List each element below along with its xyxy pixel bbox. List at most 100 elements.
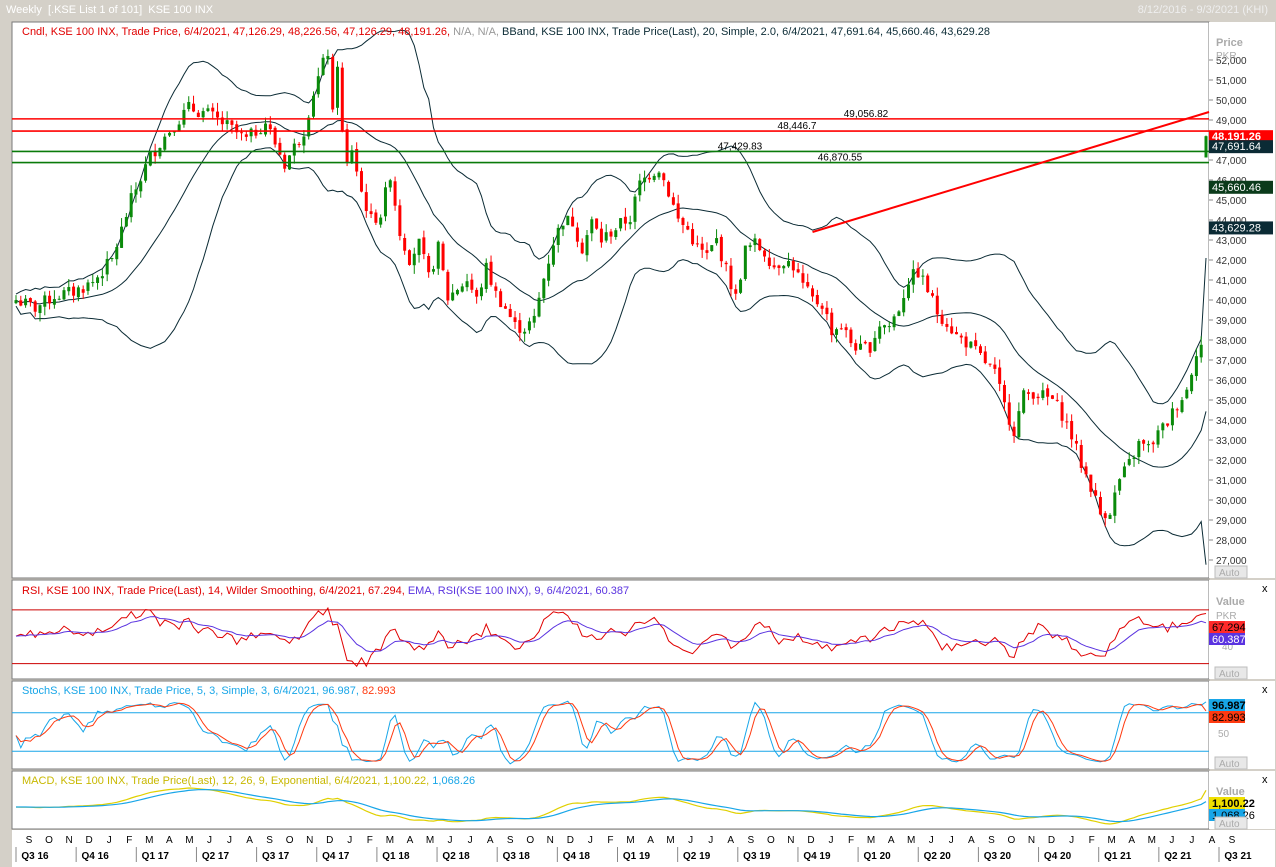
price-auto-button[interactable] bbox=[1214, 565, 1248, 579]
candle bbox=[1007, 394, 1011, 431]
candle-body bbox=[436, 241, 440, 269]
candle-body bbox=[1089, 474, 1093, 492]
candle-body bbox=[259, 133, 263, 135]
month-label: D bbox=[1048, 835, 1055, 846]
candle bbox=[892, 314, 896, 331]
candle bbox=[710, 245, 714, 252]
candle bbox=[743, 245, 747, 281]
stoch-auto-button[interactable] bbox=[1214, 756, 1248, 770]
macd-auto-button[interactable] bbox=[1214, 816, 1248, 830]
month-label: A bbox=[1128, 835, 1135, 846]
price-tick-label: 45,000 bbox=[1216, 196, 1247, 207]
candle bbox=[633, 193, 637, 230]
stoch-panel[interactable] bbox=[11, 680, 1210, 770]
candle-body bbox=[1065, 421, 1069, 423]
price-legend: Cndl, KSE 100 INX, Trade Price, 6/4/2021… bbox=[22, 26, 990, 38]
candle bbox=[1113, 485, 1117, 524]
candle bbox=[379, 214, 383, 228]
price-tick-label: 32,000 bbox=[1216, 456, 1247, 467]
candle bbox=[585, 229, 589, 262]
candle-body bbox=[407, 250, 411, 265]
hline-label: 48,446.7 bbox=[778, 121, 817, 132]
candle bbox=[916, 262, 920, 278]
candle bbox=[1065, 413, 1069, 429]
candle bbox=[479, 283, 483, 301]
stoch-close-icon[interactable]: x bbox=[1262, 684, 1268, 696]
candle-body bbox=[105, 258, 109, 275]
candle-body bbox=[887, 326, 891, 328]
candle-body bbox=[796, 269, 800, 273]
month-label: M bbox=[426, 835, 434, 846]
month-label: J bbox=[347, 835, 352, 846]
stoch-axis[interactable] bbox=[1209, 681, 1275, 769]
candle bbox=[1089, 474, 1093, 498]
rsi-legend-b: EMA, RSI(KSE 100 INX), 9, 6/4/2021, 60.3… bbox=[405, 585, 629, 597]
candle bbox=[523, 328, 527, 342]
candle-body bbox=[187, 101, 191, 110]
month-label: N bbox=[306, 835, 313, 846]
candle bbox=[801, 264, 805, 289]
rsi-series bbox=[12, 606, 1209, 668]
candle bbox=[748, 242, 752, 251]
candle-body bbox=[364, 192, 368, 212]
candle-body bbox=[974, 340, 978, 347]
candle-body bbox=[350, 150, 354, 163]
candle bbox=[216, 102, 220, 126]
candle bbox=[249, 127, 253, 143]
rsi-auto-button[interactable] bbox=[1214, 666, 1248, 680]
candle-body bbox=[451, 292, 455, 301]
candle bbox=[729, 258, 733, 297]
candle-body bbox=[1036, 396, 1040, 399]
candle-body bbox=[297, 143, 301, 145]
candle bbox=[489, 255, 493, 287]
month-label: M bbox=[145, 835, 153, 846]
candle bbox=[983, 345, 987, 365]
macd-panel[interactable] bbox=[11, 770, 1210, 830]
candle-body bbox=[743, 245, 747, 279]
month-label: M bbox=[1108, 835, 1116, 846]
candle bbox=[954, 326, 958, 335]
candle bbox=[38, 304, 42, 322]
macd-close-icon[interactable]: x bbox=[1262, 774, 1268, 786]
candle-body bbox=[278, 142, 282, 155]
candle-body bbox=[508, 308, 512, 318]
rsi-close-icon[interactable]: x bbox=[1262, 583, 1268, 595]
price-tick-label: 50,000 bbox=[1216, 96, 1247, 107]
candle-body bbox=[551, 245, 555, 265]
candle-body bbox=[633, 196, 637, 222]
candle-body bbox=[225, 120, 229, 125]
quarter-label: Q4 20 bbox=[1044, 851, 1072, 862]
candle-body bbox=[767, 257, 771, 266]
candle bbox=[643, 170, 647, 192]
quarter-label: Q3 21 bbox=[1224, 851, 1252, 862]
trend-line bbox=[812, 111, 1210, 233]
candle bbox=[945, 318, 949, 332]
candle-body bbox=[1161, 423, 1165, 431]
candle bbox=[278, 137, 282, 156]
candle bbox=[393, 176, 397, 211]
candle-body bbox=[590, 219, 594, 234]
candle-body bbox=[1170, 408, 1174, 426]
candle bbox=[527, 317, 531, 334]
candle bbox=[422, 230, 426, 260]
candle bbox=[67, 279, 71, 296]
month-label: N bbox=[547, 835, 554, 846]
candle-body bbox=[830, 312, 834, 336]
candle bbox=[806, 273, 810, 289]
price-axis-unit: PKR bbox=[1216, 51, 1237, 62]
candle bbox=[206, 104, 210, 113]
candle-body bbox=[739, 279, 743, 293]
candle bbox=[777, 264, 781, 276]
candle-body bbox=[417, 238, 421, 256]
time-axis[interactable] bbox=[12, 830, 1275, 867]
candle-body bbox=[321, 57, 325, 75]
price-panel[interactable] bbox=[11, 21, 1210, 579]
price-axis[interactable] bbox=[1209, 22, 1275, 578]
candle-body bbox=[484, 262, 488, 289]
candle bbox=[839, 323, 843, 330]
candle bbox=[484, 258, 488, 293]
bband-lower-line bbox=[15, 147, 1207, 565]
candle-body bbox=[153, 151, 157, 157]
month-label: A bbox=[1209, 835, 1216, 846]
